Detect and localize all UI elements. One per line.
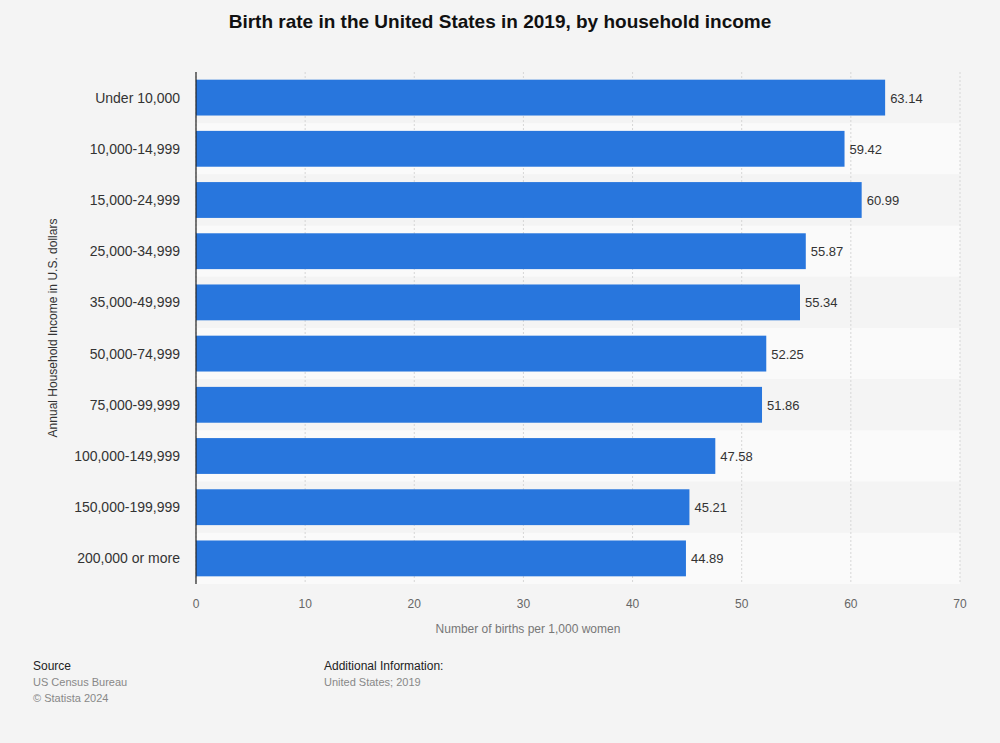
x-tick-label: 40 (626, 597, 640, 611)
x-tick-label: 60 (844, 597, 858, 611)
row-band (196, 430, 960, 481)
bar (196, 182, 862, 218)
data-label: 47.58 (720, 449, 753, 464)
row-band (196, 277, 960, 328)
data-label: 51.86 (767, 398, 800, 413)
x-tick-label: 0 (193, 597, 200, 611)
bar (196, 387, 762, 423)
footer-heading: Source (33, 659, 71, 673)
category-label: 100,000-149,999 (74, 448, 180, 464)
category-label: Under 10,000 (95, 90, 180, 106)
bar (196, 540, 686, 576)
category-label: 200,000 or more (77, 550, 180, 566)
category-label: 25,000-34,999 (90, 243, 181, 259)
bar (196, 489, 689, 525)
title: Birth rate in the United States in 2019,… (229, 11, 772, 32)
row-band (196, 226, 960, 277)
bar (196, 131, 845, 167)
y-axis-line (195, 72, 196, 584)
bar (196, 336, 766, 372)
data-label: 55.87 (811, 244, 844, 259)
x-tick-label: 50 (735, 597, 749, 611)
bar (196, 438, 715, 474)
data-label: 52.25 (771, 347, 804, 362)
row-band (196, 72, 960, 123)
data-label: 59.42 (850, 142, 883, 157)
category-label: 35,000-49,999 (90, 294, 181, 310)
row-band (196, 379, 960, 430)
chart: Birth rate in the United States in 2019,… (0, 0, 1000, 743)
background (0, 0, 1000, 743)
grid-line (960, 72, 961, 584)
bar (196, 80, 885, 116)
x-tick-label: 20 (408, 597, 422, 611)
x-tick-label: 10 (298, 597, 312, 611)
row-band (196, 328, 960, 379)
y-axis-title: Annual Household Income in U.S. dollars (46, 219, 60, 438)
data-label: 44.89 (691, 551, 724, 566)
x-axis-title: Number of births per 1,000 women (436, 622, 621, 636)
row-band (196, 123, 960, 174)
row-band (196, 482, 960, 533)
data-label: 55.34 (805, 295, 838, 310)
footer-text: © Statista 2024 (33, 692, 108, 704)
footer-text: United States; 2019 (324, 676, 421, 688)
row-band (196, 174, 960, 225)
bar (196, 284, 800, 320)
grid-line (196, 72, 197, 584)
data-label: 60.99 (867, 193, 900, 208)
x-tick-label: 30 (517, 597, 531, 611)
bar (196, 233, 806, 269)
category-label: 75,000-99,999 (90, 397, 181, 413)
x-tick-label: 70 (953, 597, 967, 611)
category-label: 10,000-14,999 (90, 141, 181, 157)
category-label: 50,000-74,999 (90, 346, 181, 362)
footer-text: US Census Bureau (33, 676, 127, 688)
bars (196, 80, 885, 577)
data-label: 45.21 (694, 500, 727, 515)
data-label: 63.14 (890, 91, 923, 106)
category-label: 150,000-199,999 (74, 499, 180, 515)
category-label: 15,000-24,999 (90, 192, 181, 208)
footer-heading: Additional Information: (324, 659, 443, 673)
row-band (196, 533, 960, 584)
